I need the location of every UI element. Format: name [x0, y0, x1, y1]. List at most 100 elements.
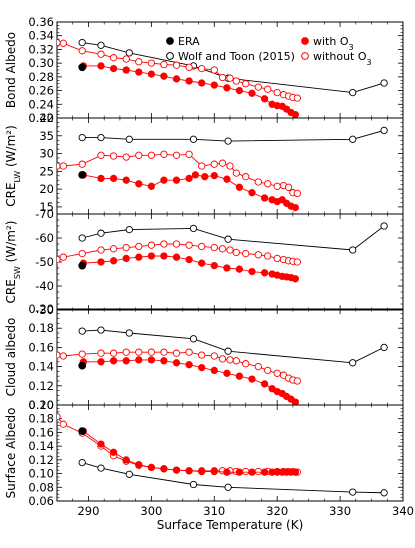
legend-era-marker	[166, 37, 174, 45]
y-tick-label: -60	[35, 231, 54, 245]
without-o3-point	[59, 253, 67, 261]
with-o3-point	[291, 398, 300, 405]
without-o3-point	[147, 241, 156, 249]
y-tick-label: -40	[35, 279, 54, 293]
without-o3-point	[78, 47, 86, 55]
without-o3-point	[254, 178, 262, 186]
wolf-toon-point	[380, 79, 388, 87]
y-tick-label: 30	[39, 147, 54, 161]
without-o3-point	[172, 240, 181, 248]
with-o3-line	[83, 65, 296, 116]
with-o3-point	[260, 380, 269, 388]
with-o3-point	[223, 468, 231, 476]
y-tick-label: -50	[35, 255, 54, 269]
wolf-toon-point	[349, 135, 357, 143]
without-o3-point	[242, 467, 250, 476]
wolf-toon-point	[189, 224, 198, 233]
y-tick-label: -30	[35, 303, 54, 317]
plot-area	[57, 326, 388, 405]
with-o3-point	[235, 86, 244, 95]
without-o3-point	[264, 366, 272, 375]
with-o3-point	[260, 468, 269, 476]
without-o3-point	[59, 420, 67, 428]
without-o3-point	[264, 252, 272, 260]
with-o3-point	[198, 467, 206, 476]
with-o3-point	[172, 176, 181, 184]
without-o3-point	[185, 241, 193, 249]
with-o3-point	[135, 356, 143, 364]
without-o3-point	[218, 73, 227, 82]
x-tick-label: 310	[203, 504, 225, 518]
wolf-toon-point	[380, 222, 388, 230]
x-tick-label: 300	[140, 504, 162, 518]
y-axis-label-main: Bond Albedo	[4, 32, 18, 108]
wolf-toon-point	[349, 488, 357, 496]
plot-area	[57, 222, 388, 283]
without-o3-point	[226, 74, 234, 82]
with-o3-point	[291, 203, 300, 212]
without-o3-point	[59, 352, 67, 360]
y-axis-label-sub: LW	[13, 171, 22, 183]
with-o3-point	[172, 253, 181, 261]
without-o3-point	[160, 150, 168, 158]
with-o3-point	[291, 275, 300, 283]
plot-area	[57, 38, 388, 118]
without-o3-point	[232, 248, 240, 257]
wolf-toon-point	[78, 133, 86, 142]
y-tick-label: 0.12	[28, 379, 54, 393]
without-o3-point	[57, 413, 61, 421]
without-o3-point	[78, 249, 86, 258]
with-o3-point	[291, 468, 300, 476]
wolf-toon-point	[224, 347, 232, 355]
without-o3-point	[210, 352, 218, 360]
with-o3-point	[160, 72, 168, 80]
y-axis-label-main: Surface Albedo	[4, 407, 18, 498]
with-o3-point	[109, 174, 118, 183]
y-tick-label: 0.20	[28, 302, 54, 316]
y-tick-label: 0.18	[28, 321, 54, 335]
without-o3-point	[135, 58, 143, 66]
without-o3-point	[172, 349, 181, 357]
with-o3-point	[223, 264, 231, 272]
with-o3-point	[122, 254, 130, 263]
y-axis-label: Cloud albedo	[4, 318, 18, 397]
without-o3-point	[109, 152, 118, 160]
wolf-toon-point	[78, 327, 86, 335]
y-tick-label: 0.14	[28, 360, 54, 374]
panel-cloud: 0.10 0.12 0.14 0.16 0.18 0.20 Cloud albedo	[4, 302, 404, 412]
wolf-toon-point	[125, 470, 133, 478]
without-o3-point	[185, 63, 193, 71]
without-o3-point	[293, 258, 301, 266]
y-tick-label: 25	[39, 164, 54, 178]
y-axis-label-unit: (W/m²)	[4, 125, 18, 171]
without-o3-point	[78, 350, 86, 358]
without-o3-point	[185, 348, 193, 356]
legend-with-o3-label-sub: 3	[349, 43, 354, 52]
without-o3-point	[160, 60, 168, 69]
y-axis-label-sub: SW	[13, 266, 22, 279]
with-o3-point	[185, 255, 193, 264]
with-o3-point	[260, 269, 269, 277]
wolf-toon-point	[349, 246, 357, 254]
wolf-toon-point	[97, 326, 105, 334]
with-o3-point	[235, 265, 244, 273]
y-axis-label-main: CRE	[4, 279, 18, 303]
y-axis-label-main: CRE	[4, 182, 18, 206]
y-tick-label: -70	[35, 207, 54, 221]
without-o3-point	[232, 357, 240, 365]
with-o3-point	[135, 180, 143, 188]
without-o3-point	[172, 151, 181, 159]
with-o3-point	[210, 467, 218, 476]
without-o3-point	[218, 355, 227, 363]
wolf-toon-point	[349, 88, 357, 97]
with-o3-point	[223, 369, 231, 377]
without-o3-point	[198, 351, 206, 359]
y-tick-label: 0.20	[28, 398, 54, 412]
era-point	[78, 361, 87, 370]
y-tick-label: 0.26	[28, 84, 54, 98]
with-o3-point	[122, 66, 130, 74]
without-o3-point	[242, 173, 250, 181]
with-o3-point	[223, 175, 231, 183]
with-o3-point	[198, 259, 206, 267]
without-o3-point	[109, 349, 118, 357]
